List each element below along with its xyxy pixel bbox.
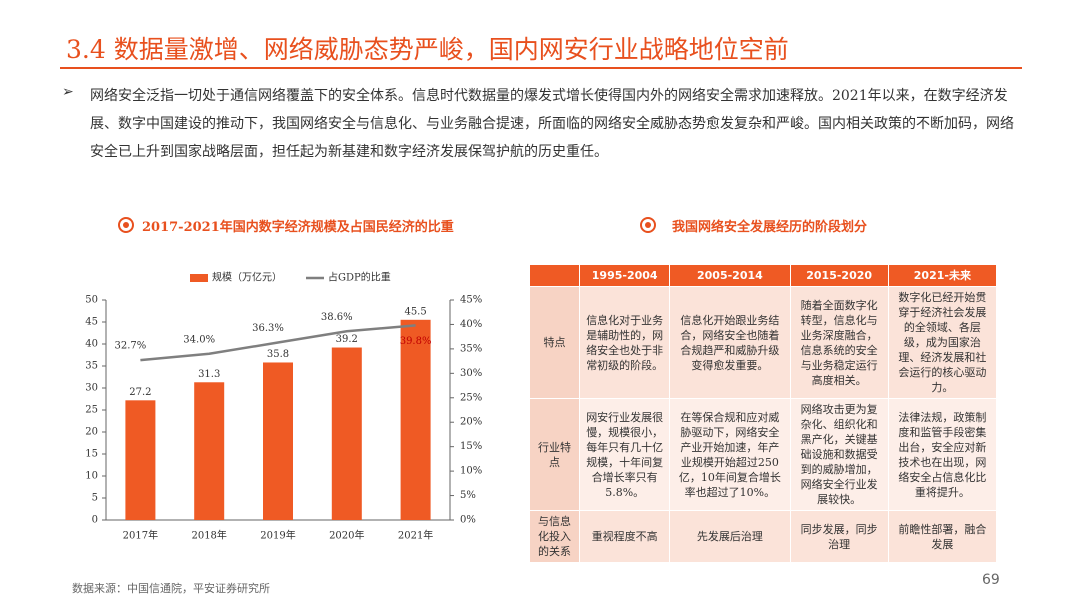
- table-cell: 网安行业发展很慢，规模很小，每年只有几十亿规模，十年间复合增长率只有5.8%。: [579, 398, 671, 511]
- stage-table: 1995-2004 2005-2014 2015-2020 2021-未来 特点 信息化…: [528, 264, 998, 563]
- line-value-label: 38.6%: [321, 312, 353, 323]
- slide-title: 3.4 数据量激增、网络威胁态势严峻，国内网安行业战略地位空前: [66, 35, 789, 64]
- x-tick-label: 2020年: [329, 529, 364, 542]
- bullet-marker: ➢: [62, 84, 74, 100]
- table-cell: 前瞻性部署，融合发展: [887, 510, 998, 563]
- bar-value-label: 35.8: [267, 349, 289, 360]
- y2-tick-label: 5%: [460, 490, 476, 501]
- table-row: 与信息化投入的关系 重视程度不高 先发展后治理 同步发展，同步治理 前瞻性部署，融合发展: [528, 510, 998, 563]
- y2-tick-label: 15%: [460, 441, 482, 452]
- y-tick-label: 50: [85, 295, 98, 306]
- table-cell: 网络攻击更为复杂化、组织化和黑产化，关键基础设施和数据受到的威胁增加，网络安全行…: [789, 398, 889, 511]
- y-tick-label: 40: [85, 339, 98, 350]
- legend-label: 规模（万亿元）: [212, 271, 282, 284]
- row-label: 特点: [528, 286, 581, 399]
- row-label: 与信息化投入的关系: [528, 510, 581, 563]
- row-label: 行业特点: [528, 398, 581, 511]
- header-cell: 2005-2014: [669, 264, 791, 287]
- table-cell: 法律法规，政策制度和监管手段密集出台，安全应对新技术也在出现，网络安全占信息化比…: [887, 398, 998, 511]
- y-tick-label: 25: [85, 405, 98, 416]
- y-tick-label: 15: [85, 449, 98, 460]
- table-cell: 信息化对于业务是辅助性的，网络安全也处于非常初级的阶段。: [579, 286, 671, 399]
- page-number: 69: [982, 572, 1000, 588]
- y2-tick-label: 25%: [460, 392, 482, 403]
- y2-tick-label: 20%: [460, 417, 482, 428]
- section-icon: [640, 217, 656, 233]
- y2-tick-label: 40%: [460, 319, 482, 330]
- line: [140, 324, 416, 362]
- header-row: 1995-2004 2005-2014 2015-2020 2021-未来: [528, 264, 998, 287]
- x-tick-label: 2019年: [260, 529, 295, 542]
- line-value-label: 32.7%: [115, 341, 147, 352]
- section-icon: [118, 217, 134, 233]
- legend-label: 占GDP的比重: [328, 271, 391, 284]
- header-cell: 2015-2020: [789, 264, 889, 287]
- title-rule: [60, 67, 1022, 69]
- y-tick-label: 35: [85, 361, 98, 372]
- header-cell: 2021-未来: [887, 264, 998, 287]
- bullet-text: 网络安全泛指一切处于通信网络覆盖下的安全体系。信息时代数据量的爆发式增长使得国内…: [90, 88, 1014, 160]
- chart-title: 2017-2021年国内数字经济规模及占国民经济的比重: [142, 220, 454, 235]
- table-cell: 先发展后治理: [669, 510, 791, 563]
- table-cell: 信息化开始跟业务结合，网络安全也随着合规趋严和威胁升级变得愈发重要。: [669, 286, 791, 399]
- line-value-label: 36.3%: [252, 323, 284, 334]
- chart: 0 5 10 15 20 25 30 35 40 45 50 0% 5% 10% 15% 20% 25% 30% 3…: [85, 271, 482, 542]
- source-note: 数据来源：中国信通院，平安证券研究所: [72, 582, 270, 595]
- y2-tick-label: 45%: [460, 295, 482, 306]
- line-value-label: 39.8%: [400, 336, 432, 347]
- table-title: 我国网络安全发展经历的阶段划分: [672, 220, 868, 235]
- corner-cell: [528, 264, 581, 287]
- table-cell: 数字化已经开始贯穿于经济社会发展的全领域、各层级，成为国家治理、经济发展和社会运…: [887, 286, 998, 399]
- bar: [263, 362, 293, 520]
- y-tick-label: 45: [85, 317, 98, 328]
- line-value-label: 34.0%: [183, 334, 215, 345]
- table-cell: 在等保合规和应对威胁驱动下，网络安全产业开始加速，年产业规模开始超过250亿，1…: [669, 398, 791, 511]
- bar: [331, 347, 362, 520]
- y2-tick-label: 10%: [460, 466, 482, 477]
- bar: [194, 382, 225, 520]
- bar: [125, 400, 156, 520]
- bar-value-label: 45.5: [404, 306, 426, 317]
- y2-tick-label: 0%: [460, 515, 476, 526]
- bar: [400, 319, 431, 520]
- table-row: 特点 信息化对于业务是辅助性的，网络安全也处于非常初级的阶段。 信息化开始跟业务结合…: [528, 286, 998, 399]
- bar-value-label: 31.3: [198, 369, 220, 380]
- bar-value-label: 27.2: [129, 387, 151, 398]
- header-cell: 1995-2004: [579, 264, 671, 287]
- y-tick-label: 20: [85, 427, 98, 438]
- x-tick-label: 2021年: [398, 529, 433, 542]
- bar-value-label: 39.2: [336, 334, 358, 345]
- y2-tick-label: 35%: [460, 343, 482, 354]
- y-tick-label: 10: [85, 471, 98, 482]
- y-tick-label: 30: [85, 383, 98, 394]
- table-cell: 随着全面数字化转型，信息化与业务深度融合，信息系统的安全与业务稳定运行高度相关。: [789, 286, 889, 399]
- x-tick-label: 2017年: [123, 529, 158, 542]
- table-cell: 重视程度不高: [579, 510, 671, 563]
- legend-swatch: [190, 274, 208, 282]
- x-tick-label: 2018年: [191, 529, 226, 542]
- y2-tick-label: 30%: [460, 368, 482, 379]
- table-cell: 同步发展，同步治理: [789, 510, 889, 563]
- y-tick-label: 5: [92, 493, 98, 504]
- table-row: 行业特点 网安行业发展很慢，规模很小，每年只有几十亿规模，十年间复合增长率只有5.…: [528, 398, 998, 511]
- y-tick-label: 0: [92, 515, 98, 526]
